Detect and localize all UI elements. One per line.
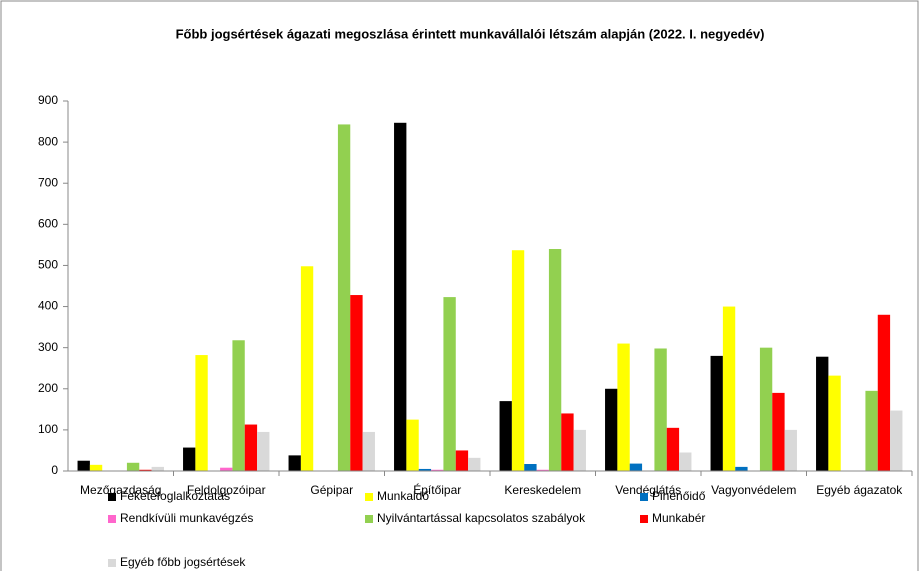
y-tick-label: 100 [38,422,58,436]
x-tick-label: Kereskedelem [504,483,581,497]
bar [536,469,549,471]
bar [499,401,512,471]
legend-swatch [108,515,116,523]
y-tick-label: 0 [51,463,58,477]
bar [443,297,456,471]
bar [394,122,407,472]
y-tick-label: 700 [38,175,58,189]
bar [126,462,140,471]
bar [362,431,375,471]
legend-label: Rendkívüli munkavégzés [120,511,253,525]
bar [183,447,196,471]
bar [784,429,797,471]
bar [561,413,574,471]
legend-label: Feketefoglalkoztatás [120,489,230,503]
bar [195,355,208,471]
bar [772,392,785,471]
bar [337,124,351,471]
legend-swatch [365,515,373,523]
y-tick-label: 200 [38,381,58,395]
bar [828,375,841,471]
x-tick-label: Gépipar [310,483,353,497]
y-tick-label: 500 [38,258,58,272]
bar [139,469,152,471]
bar [151,466,164,471]
bar [89,464,103,471]
bar [573,429,586,471]
bar [654,348,667,471]
bar [511,250,525,471]
bar [524,464,537,471]
bar [617,343,630,471]
bar [759,347,773,471]
legend-swatch [365,493,373,501]
y-tick-label: 400 [38,299,58,313]
bar [816,356,829,471]
y-tick-label: 800 [38,134,58,148]
legend-swatch [640,493,648,501]
bar [418,468,432,471]
bar [468,457,481,471]
bar [679,452,692,471]
y-tick-label: 300 [38,340,58,354]
x-tick-label: Építőipar [413,482,461,497]
x-tick-label: Mezőgazdaság [80,483,161,497]
legend-label: Nyilvántartással kapcsolatos szabályok [377,511,586,525]
bar [232,340,245,471]
bar [431,469,444,471]
bar [710,355,723,471]
bar [735,466,748,471]
x-tick-label: Vendéglátás [615,483,681,497]
legend-swatch [108,493,116,501]
bar [406,419,419,471]
bar [629,463,643,471]
x-tick-label: Vagyonvédelem [711,483,796,497]
bar [548,249,562,471]
bar [77,460,90,471]
legend-label: Munkaidő [377,489,429,503]
bar [288,455,301,471]
legend-label: Pihenőidő [652,489,706,503]
y-tick-label: 600 [38,217,58,231]
bar [865,390,878,471]
bar [666,427,680,471]
bar [220,467,233,471]
bar [257,431,270,471]
bar [605,388,618,471]
bar [455,450,469,471]
x-tick-label: Egyéb ágazatok [816,483,903,497]
bar [722,306,736,471]
bar [300,266,314,471]
legend-label: Egyéb főbb jogsértések [120,555,246,569]
bar [350,295,363,471]
legend-label: Munkabér [652,511,705,525]
bar [877,314,891,471]
bar [244,424,258,471]
bar [890,410,903,471]
x-tick-label: Feldolgozóipar [187,483,266,497]
legend-swatch [108,559,116,567]
chart-title: Főbb jogsértések ágazati megoszlása érin… [176,26,765,41]
y-tick-label: 900 [38,93,58,107]
legend-swatch [640,515,648,523]
